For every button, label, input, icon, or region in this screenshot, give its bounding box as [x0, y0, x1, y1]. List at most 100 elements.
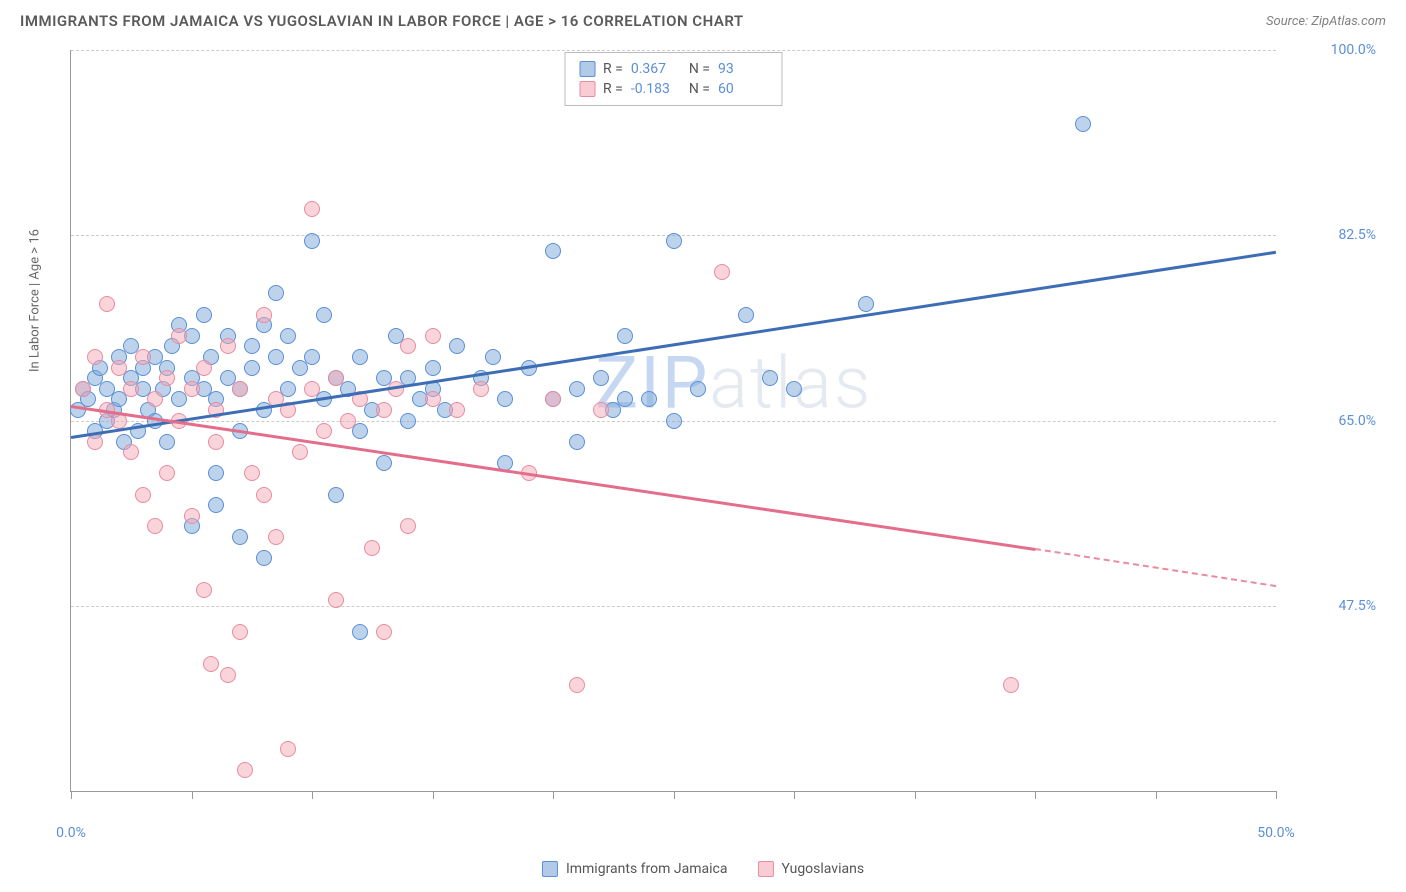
- data-point: [280, 328, 296, 344]
- data-point: [738, 307, 754, 323]
- data-point: [184, 508, 200, 524]
- xtick: [433, 791, 434, 799]
- data-point: [328, 592, 344, 608]
- data-point: [196, 307, 212, 323]
- ytick-label: 82.5%: [1286, 227, 1376, 243]
- legend-swatch-pink-icon: [757, 861, 773, 877]
- data-point: [232, 624, 248, 640]
- legend-swatch-pink-icon: [579, 81, 595, 97]
- data-point: [135, 487, 151, 503]
- trend-line: [1035, 548, 1276, 587]
- data-point: [1003, 677, 1019, 693]
- data-point: [593, 370, 609, 386]
- xtick: [192, 791, 193, 799]
- data-point: [159, 370, 175, 386]
- data-point: [256, 487, 272, 503]
- data-point: [123, 444, 139, 460]
- data-point: [256, 550, 272, 566]
- data-point: [569, 677, 585, 693]
- chart-title: IMMIGRANTS FROM JAMAICA VS YUGOSLAVIAN I…: [20, 12, 744, 30]
- legend-row-blue: R = 0.367 N = 93: [579, 59, 768, 79]
- data-point: [328, 370, 344, 386]
- data-point: [159, 465, 175, 481]
- data-point: [617, 391, 633, 407]
- r-label: R =: [603, 81, 623, 97]
- legend-row-pink: R = -0.183 N = 60: [579, 79, 768, 99]
- data-point: [352, 423, 368, 439]
- data-point: [232, 529, 248, 545]
- data-point: [316, 307, 332, 323]
- data-point: [858, 296, 874, 312]
- legend-item-yugoslavians: Yugoslavians: [757, 861, 864, 877]
- data-point: [449, 338, 465, 354]
- data-point: [316, 423, 332, 439]
- data-point: [400, 518, 416, 534]
- data-point: [425, 328, 441, 344]
- data-point: [268, 349, 284, 365]
- source-attribution: Source: ZipAtlas.com: [1266, 14, 1386, 29]
- xtick: [1035, 791, 1036, 799]
- legend-label: Yugoslavians: [781, 861, 864, 877]
- n-value-pink: 60: [718, 81, 768, 97]
- xtick: [794, 791, 795, 799]
- y-axis-label: In Labor Force | Age > 16: [28, 229, 43, 372]
- legend-swatch-blue-icon: [579, 61, 595, 77]
- xtick: [553, 791, 554, 799]
- legend-label: Immigrants from Jamaica: [566, 861, 728, 877]
- data-point: [237, 762, 253, 778]
- data-point: [208, 497, 224, 513]
- xtick: [674, 791, 675, 799]
- data-point: [208, 434, 224, 450]
- data-point: [159, 434, 175, 450]
- data-point: [376, 624, 392, 640]
- data-point: [244, 338, 260, 354]
- data-point: [569, 381, 585, 397]
- data-point: [203, 656, 219, 672]
- data-point: [400, 413, 416, 429]
- data-point: [87, 349, 103, 365]
- xtick-label: 50.0%: [1257, 825, 1295, 841]
- data-point: [340, 413, 356, 429]
- data-point: [545, 243, 561, 259]
- data-point: [569, 434, 585, 450]
- data-point: [364, 540, 380, 556]
- xtick: [71, 791, 72, 799]
- ytick-label: 65.0%: [1286, 413, 1376, 429]
- data-point: [304, 201, 320, 217]
- data-point: [425, 391, 441, 407]
- data-point: [196, 582, 212, 598]
- data-point: [666, 413, 682, 429]
- data-point: [268, 285, 284, 301]
- n-value-blue: 93: [718, 61, 768, 77]
- watermark: ZIPatlas: [595, 341, 872, 426]
- data-point: [220, 667, 236, 683]
- gridline: [71, 606, 1276, 607]
- data-point: [762, 370, 778, 386]
- data-point: [328, 487, 344, 503]
- data-point: [473, 381, 489, 397]
- data-point: [545, 391, 561, 407]
- data-point: [304, 381, 320, 397]
- chart-container: In Labor Force | Age > 16 ZIPatlas R = 0…: [50, 50, 1386, 822]
- n-label: N =: [689, 61, 710, 77]
- data-point: [147, 518, 163, 534]
- n-label: N =: [689, 81, 710, 97]
- r-value-pink: -0.183: [631, 81, 681, 97]
- xtick: [1276, 791, 1277, 799]
- data-point: [292, 444, 308, 460]
- data-point: [75, 381, 91, 397]
- xtick: [1156, 791, 1157, 799]
- data-point: [268, 529, 284, 545]
- data-point: [304, 349, 320, 365]
- data-point: [786, 381, 802, 397]
- data-point: [220, 338, 236, 354]
- series-legend: Immigrants from Jamaica Yugoslavians: [542, 861, 864, 877]
- data-point: [666, 233, 682, 249]
- data-point: [123, 381, 139, 397]
- data-point: [497, 391, 513, 407]
- data-point: [376, 402, 392, 418]
- data-point: [147, 391, 163, 407]
- data-point: [400, 338, 416, 354]
- legend-swatch-blue-icon: [542, 861, 558, 877]
- data-point: [352, 624, 368, 640]
